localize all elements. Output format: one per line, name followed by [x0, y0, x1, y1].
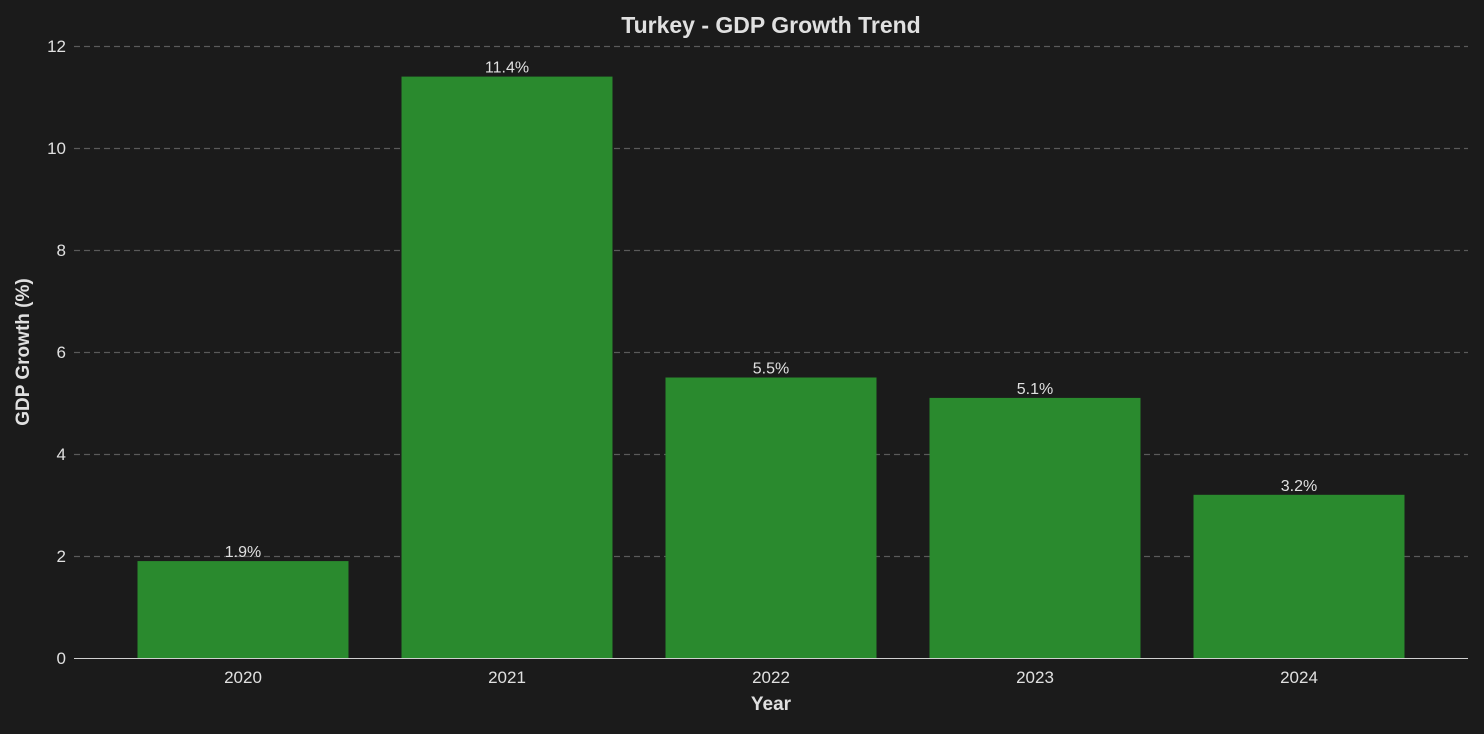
y-tick-label: 10: [47, 139, 66, 158]
data-label: 3.2%: [1281, 478, 1317, 495]
x-tick-label: 2020: [224, 668, 262, 687]
y-axis-label: GDP Growth (%): [13, 278, 34, 425]
y-tick-label: 4: [57, 445, 66, 464]
y-tick-label: 0: [57, 649, 66, 668]
bar-2023: [929, 397, 1141, 658]
x-tick-label: 2021: [488, 668, 526, 687]
data-label: 5.1%: [1017, 381, 1053, 398]
data-label: 1.9%: [225, 544, 261, 561]
y-tick-label: 8: [57, 241, 66, 260]
data-label: 11.4%: [485, 60, 529, 77]
x-tick-label: 2022: [752, 668, 790, 687]
x-tick-label: 2024: [1280, 668, 1318, 687]
chart-title: Turkey - GDP Growth Trend: [621, 12, 920, 38]
data-label: 5.5%: [753, 361, 789, 378]
x-axis-label: Year: [751, 694, 792, 715]
y-tick-label: 12: [47, 37, 66, 56]
bar-2022: [665, 377, 877, 658]
bar-2021: [401, 76, 613, 659]
y-tick-label: 2: [57, 547, 66, 566]
bar-2020: [137, 561, 349, 658]
y-tick-label: 6: [57, 343, 66, 362]
x-tick-label: 2023: [1016, 668, 1054, 687]
bar-2024: [1193, 494, 1405, 658]
